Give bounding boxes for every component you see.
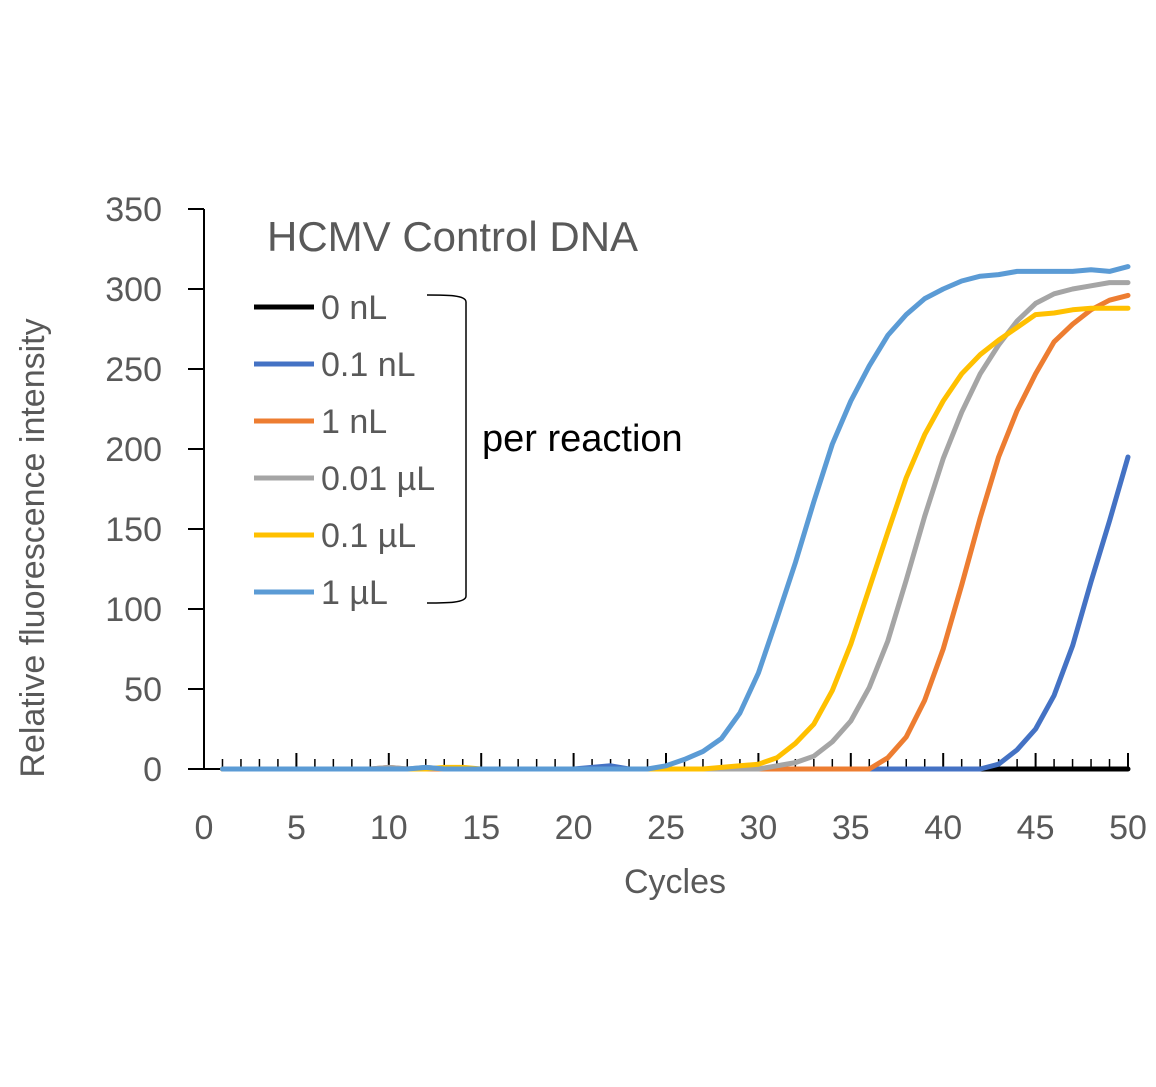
legend-label-4: 0.1 µL — [321, 517, 416, 555]
y-tick-label: 200 — [105, 431, 162, 469]
y-axis-title: Relative fluorescence intensity — [14, 318, 52, 777]
legend-label-0: 0 nL — [321, 289, 387, 327]
x-tick-label: 5 — [287, 809, 306, 847]
x-tick-label: 0 — [195, 809, 214, 847]
x-tick-label: 30 — [739, 809, 777, 847]
x-tick-label: 10 — [370, 809, 408, 847]
legend-label-1: 0.1 nL — [321, 346, 416, 384]
y-tick-label: 50 — [124, 671, 162, 709]
y-tick-label: 0 — [143, 751, 162, 789]
y-tick-label: 250 — [105, 351, 162, 389]
x-tick-label: 40 — [924, 809, 962, 847]
x-ticks: 0 5 10 15 20 25 30 35 40 45 50 — [195, 753, 1147, 847]
x-tick-label: 20 — [555, 809, 593, 847]
legend-label-3: 0.01 µL — [321, 460, 435, 498]
x-tick-label: 35 — [832, 809, 870, 847]
x-tick-label: 15 — [462, 809, 500, 847]
x-tick-label: 45 — [1017, 809, 1055, 847]
legend: 0 nL 0.1 nL 1 nL 0.01 µL 0.1 µL 1 µL — [254, 289, 435, 612]
x-axis-title: Cycles — [624, 863, 726, 901]
y-ticks: 0 50 100 150 200 250 300 350 — [105, 191, 204, 789]
series-lines — [220, 264, 1131, 772]
y-tick-label: 100 — [105, 591, 162, 629]
series-line-1 — [220, 454, 1131, 772]
y-tick-label: 150 — [105, 511, 162, 549]
legend-bracket — [426, 294, 467, 604]
series-line-5 — [220, 264, 1131, 772]
per-reaction-annotation: per reaction — [482, 418, 683, 460]
y-tick-label: 300 — [105, 271, 162, 309]
legend-label-2: 1 nL — [321, 403, 387, 441]
chart-title: HCMV Control DNA — [267, 213, 638, 260]
x-tick-label: 50 — [1109, 809, 1147, 847]
x-tick-label: 25 — [647, 809, 685, 847]
legend-label-5: 1 µL — [321, 574, 388, 612]
y-tick-label: 350 — [105, 191, 162, 229]
